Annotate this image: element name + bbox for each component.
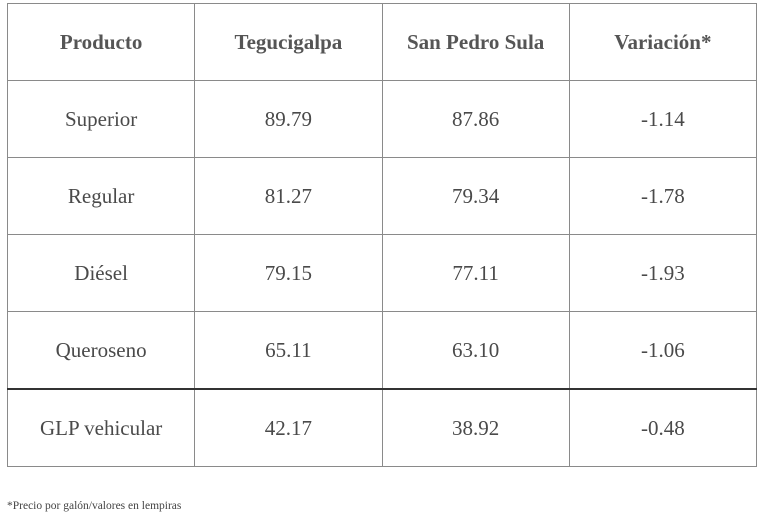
header-cell: Variación* xyxy=(568,3,758,81)
price-cell: -1.93 xyxy=(568,234,758,312)
header-cell: San Pedro Sula xyxy=(381,3,570,81)
price-cell: 89.79 xyxy=(194,80,383,158)
table-row: Diésel 79.15 77.11 -1.93 xyxy=(6,234,758,312)
table-row: GLP vehicular 42.17 38.92 -0.48 xyxy=(6,388,758,467)
product-cell: Diésel xyxy=(6,234,196,312)
table-row: Superior 89.79 87.86 -1.14 xyxy=(6,80,758,158)
table-head: Producto Tegucigalpa San Pedro Sula Variaci… xyxy=(6,3,758,81)
price-cell: -1.14 xyxy=(568,80,758,158)
price-cell: 79.34 xyxy=(381,157,570,235)
price-cell: 65.11 xyxy=(194,311,383,390)
product-cell: Superior xyxy=(6,80,196,158)
price-cell: 38.92 xyxy=(381,388,570,467)
header-cell: Tegucigalpa xyxy=(194,3,383,81)
footnote: *Precio por galón/valores en lempiras xyxy=(7,500,182,512)
price-cell: -0.48 xyxy=(568,388,758,467)
header-row: Producto Tegucigalpa San Pedro Sula Variaci… xyxy=(6,3,758,81)
table-row: Queroseno 65.11 63.10 -1.06 xyxy=(6,311,758,390)
price-cell: 81.27 xyxy=(194,157,383,235)
price-cell: -1.78 xyxy=(568,157,758,235)
table-row: Regular 81.27 79.34 -1.78 xyxy=(6,157,758,235)
price-cell: 87.86 xyxy=(381,80,570,158)
price-cell: -1.06 xyxy=(568,311,758,390)
price-cell: 79.15 xyxy=(194,234,383,312)
fuel-price-table: Producto Tegucigalpa San Pedro Sula Variaci… xyxy=(6,3,758,467)
price-cell: 63.10 xyxy=(381,311,570,390)
price-cell: 42.17 xyxy=(194,388,383,467)
price-cell: 77.11 xyxy=(381,234,570,312)
product-cell: Queroseno xyxy=(6,311,196,390)
product-cell: Regular xyxy=(6,157,196,235)
header-cell: Producto xyxy=(6,3,196,81)
product-cell: GLP vehicular xyxy=(6,388,196,467)
table-body: Superior 89.79 87.86 -1.14 Regular 81.27 79.34… xyxy=(6,80,758,467)
